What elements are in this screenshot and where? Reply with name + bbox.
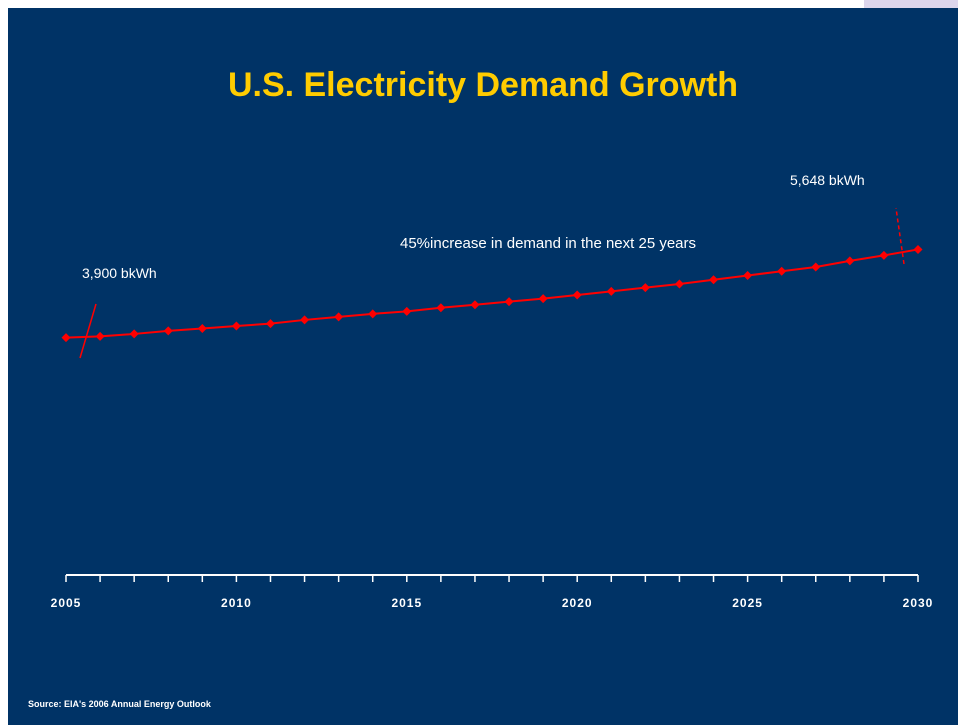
x-axis: 2005 2010 2015 2020 2025 2030 bbox=[51, 574, 934, 610]
data-point bbox=[436, 303, 446, 313]
x-tick-label: 2025 bbox=[732, 596, 763, 610]
chart: U.S. Electricity Demand Growth 2005 2010 2… bbox=[28, 66, 934, 709]
growth-annotation: 45%increase in demand in the next 25 yea… bbox=[400, 235, 696, 252]
data-point bbox=[368, 309, 378, 319]
data-point bbox=[572, 290, 582, 300]
data-point bbox=[811, 262, 821, 272]
x-tick-label: 2005 bbox=[51, 596, 82, 610]
data-point bbox=[640, 283, 650, 293]
source-note: Source: EIA's 2006 Annual Energy Outlook bbox=[28, 699, 212, 709]
chart-title: U.S. Electricity Demand Growth bbox=[228, 66, 738, 104]
data-point bbox=[163, 326, 173, 336]
data-point bbox=[606, 286, 616, 296]
data-point bbox=[709, 275, 719, 285]
data-point bbox=[129, 329, 139, 339]
end-leader-line bbox=[895, 207, 905, 265]
data-point bbox=[231, 321, 241, 331]
slide-panel: U.S. Electricity Demand Growth 2005 2010 2… bbox=[8, 8, 958, 725]
data-point bbox=[334, 312, 344, 322]
data-point bbox=[504, 297, 514, 307]
data-point bbox=[845, 256, 855, 266]
data-point bbox=[538, 294, 548, 304]
x-tick-label: 2030 bbox=[903, 596, 934, 610]
data-point bbox=[879, 250, 889, 260]
data-point bbox=[197, 323, 207, 333]
data-point bbox=[470, 300, 480, 310]
x-tick-label: 2015 bbox=[391, 596, 422, 610]
start-leader-line bbox=[79, 303, 97, 359]
data-point bbox=[265, 319, 275, 329]
data-point bbox=[95, 331, 105, 341]
series-line bbox=[61, 244, 923, 343]
data-point bbox=[61, 333, 71, 343]
data-point bbox=[674, 279, 684, 289]
x-tick-label: 2020 bbox=[562, 596, 593, 610]
demand-line bbox=[65, 248, 919, 339]
data-point bbox=[913, 244, 923, 254]
data-point bbox=[743, 270, 753, 280]
data-point bbox=[777, 266, 787, 276]
data-point bbox=[402, 306, 412, 316]
data-point bbox=[300, 315, 310, 325]
end-value-label: 5,648 bkWh bbox=[790, 172, 865, 188]
start-value-label: 3,900 bkWh bbox=[82, 265, 157, 281]
x-tick-label: 2010 bbox=[221, 596, 252, 610]
